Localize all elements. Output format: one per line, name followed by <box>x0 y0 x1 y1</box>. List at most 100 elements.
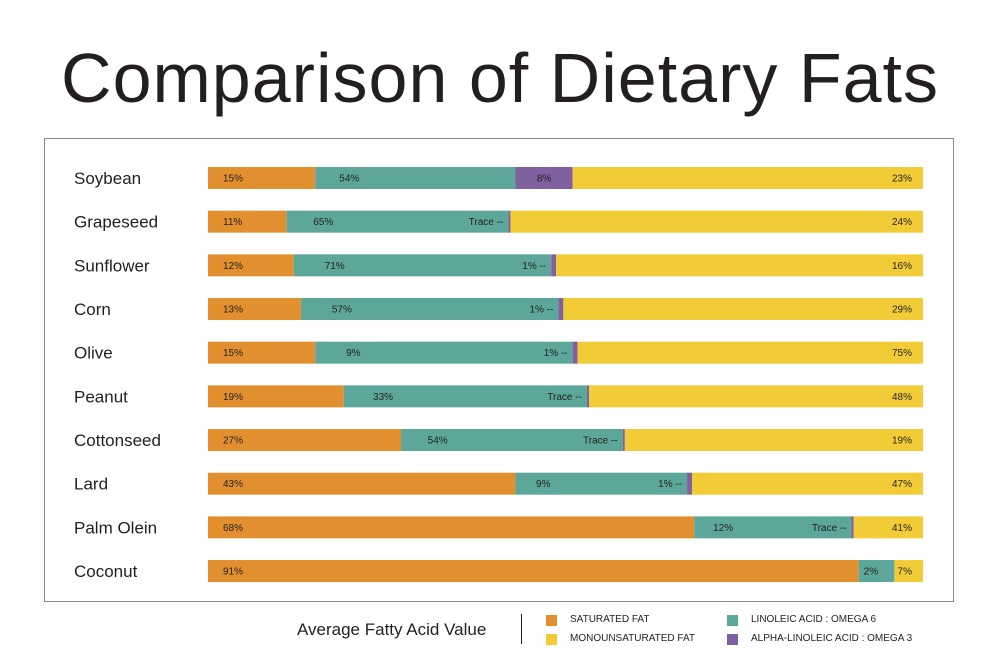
data-label-linoleic: 57% <box>332 305 352 316</box>
category-label: Grapeseed <box>74 213 158 232</box>
bar-segment-monounsaturated <box>556 254 923 277</box>
data-label-monounsaturated: 7% <box>898 567 913 578</box>
data-label-monounsaturated: 16% <box>892 261 912 272</box>
legend-swatch-linoleic <box>727 614 738 626</box>
data-label-saturated: 43% <box>223 479 243 490</box>
bar-segment-alpha <box>572 341 578 364</box>
bar-segment-linoleic <box>293 254 552 277</box>
legend-label-monounsaturated: MONOUNSATURATED FAT <box>570 633 695 644</box>
bar-segment-monounsaturated <box>853 516 923 539</box>
legend-item-monounsaturated: MONOUNSATURATED FAT <box>546 633 695 645</box>
category-label: Soybean <box>74 169 141 188</box>
data-label-saturated: 13% <box>223 305 243 316</box>
chart-plot: Soybean 15% 54% 8% 23% Grapeseed 11% 65% Trace -… <box>74 167 924 583</box>
data-label-alpha: Trace -- <box>547 392 582 403</box>
bar-segment-saturated <box>208 210 287 233</box>
bar-row-palm-olein: Palm Olein 68% 12% Trace -- 41% <box>74 516 923 539</box>
bar-row-peanut: Peanut 19% 33% Trace -- 48% <box>74 385 924 408</box>
data-label-monounsaturated: 75% <box>892 348 912 359</box>
data-label-saturated: 11% <box>223 217 242 228</box>
data-label-linoleic: 54% <box>428 436 448 447</box>
bar-segment-monounsaturated <box>563 298 923 321</box>
bar-segment-monounsaturated <box>589 385 924 408</box>
legend-label-alpha: ALPHA-LINOLEIC ACID : OMEGA 3 <box>751 633 913 644</box>
bar-segment-saturated <box>208 298 301 321</box>
bar-segment-linoleic <box>286 210 509 233</box>
data-label-linoleic: 71% <box>325 261 345 272</box>
data-label-saturated: 12% <box>223 261 243 272</box>
bar-segment-monounsaturated <box>624 429 924 452</box>
bar-row-soybean: Soybean 15% 54% 8% 23% <box>74 167 923 189</box>
data-label-alpha: 1% -- <box>544 348 568 359</box>
bar-row-sunflower: Sunflower 12% 71% 1% -- 16% <box>74 254 923 277</box>
bar-segment-alpha <box>586 385 590 408</box>
bar-segment-saturated <box>208 516 695 539</box>
data-label-saturated: 27% <box>223 436 243 447</box>
data-label-alpha: 8% <box>537 174 552 185</box>
data-label-monounsaturated: 48% <box>892 392 912 403</box>
data-label-monounsaturated: 29% <box>892 305 912 316</box>
data-label-linoleic: 65% <box>313 217 333 228</box>
bar-segment-monounsaturated <box>692 472 923 495</box>
bar-segment-linoleic <box>315 167 516 189</box>
bar-segment-monounsaturated <box>894 560 923 583</box>
data-label-saturated: 15% <box>223 174 243 185</box>
data-label-monounsaturated: 23% <box>892 174 912 185</box>
legend-item-saturated: SATURATED FAT <box>546 614 649 626</box>
data-label-alpha: Trace -- <box>583 436 618 447</box>
data-label-monounsaturated: 41% <box>892 523 912 534</box>
data-label-linoleic: 33% <box>373 392 393 403</box>
bar-segment-alpha <box>558 298 564 321</box>
bar-row-coconut: Coconut 91% 2% 7% <box>74 560 923 583</box>
bar-row-cottonseed: Cottonseed 27% 54% Trace -- 19% <box>74 429 924 452</box>
bar-segment-alpha <box>508 210 511 233</box>
bar-segment-linoleic <box>694 516 852 539</box>
data-label-linoleic: 9% <box>536 479 551 490</box>
bar-row-corn: Corn 13% 57% 1% -- 29% <box>74 298 923 321</box>
category-label: Coconut <box>74 562 138 581</box>
bar-segment-linoleic <box>300 298 559 321</box>
bar-segment-alpha <box>687 472 693 495</box>
category-label: Palm Olein <box>74 518 157 537</box>
data-label-linoleic: 12% <box>713 523 733 534</box>
bar-segment-linoleic <box>515 472 688 495</box>
data-label-alpha: 1% -- <box>658 479 682 490</box>
data-label-monounsaturated: 19% <box>892 436 912 447</box>
data-label-linoleic: 9% <box>346 348 361 359</box>
data-label-linoleic: 54% <box>339 174 359 185</box>
bar-segment-linoleic <box>343 385 587 408</box>
bar-segment-monounsaturated <box>510 210 923 233</box>
category-label: Peanut <box>74 387 128 406</box>
bar-segment-saturated <box>208 167 316 189</box>
legend-swatch-saturated <box>546 614 557 626</box>
data-label-monounsaturated: 47% <box>892 479 912 490</box>
bar-segment-saturated <box>208 341 316 364</box>
bar-segment-saturated <box>208 560 859 583</box>
legend-label-saturated: SATURATED FAT <box>570 614 650 625</box>
legend-swatch-alpha <box>727 633 738 645</box>
data-label-alpha: 1% -- <box>522 261 546 272</box>
legend-label-linoleic: LINOLEIC ACID : OMEGA 6 <box>751 614 877 625</box>
bar-segment-alpha <box>551 254 557 277</box>
bar-segment-linoleic <box>401 429 623 452</box>
data-label-saturated: 91% <box>223 567 243 578</box>
legend-item-alpha: ALPHA-LINOLEIC ACID : OMEGA 3 <box>727 633 912 645</box>
bar-segment-alpha <box>851 516 854 539</box>
bar-segment-monounsaturated <box>577 341 923 364</box>
category-label: Olive <box>74 344 113 363</box>
bar-row-grapeseed: Grapeseed 11% 65% Trace -- 24% <box>74 210 923 233</box>
bar-segment-monounsaturated <box>572 167 923 189</box>
category-label: Lard <box>74 475 108 494</box>
data-label-saturated: 19% <box>223 392 243 403</box>
legend-item-linoleic: LINOLEIC ACID : OMEGA 6 <box>727 614 876 626</box>
data-label-alpha: Trace -- <box>469 217 504 228</box>
bar-segment-linoleic <box>858 560 895 583</box>
data-label-saturated: 15% <box>223 348 243 359</box>
category-label: Corn <box>74 300 111 319</box>
bar-segment-alpha <box>622 429 625 452</box>
bar-row-lard: Lard 43% 9% 1% -- 47% <box>74 472 923 495</box>
legend-title: Average Fatty Acid Value <box>297 620 487 639</box>
chart-title: Comparison of Dietary Fats <box>61 39 939 117</box>
category-label: Sunflower <box>74 256 150 275</box>
category-label: Cottonseed <box>74 431 161 450</box>
